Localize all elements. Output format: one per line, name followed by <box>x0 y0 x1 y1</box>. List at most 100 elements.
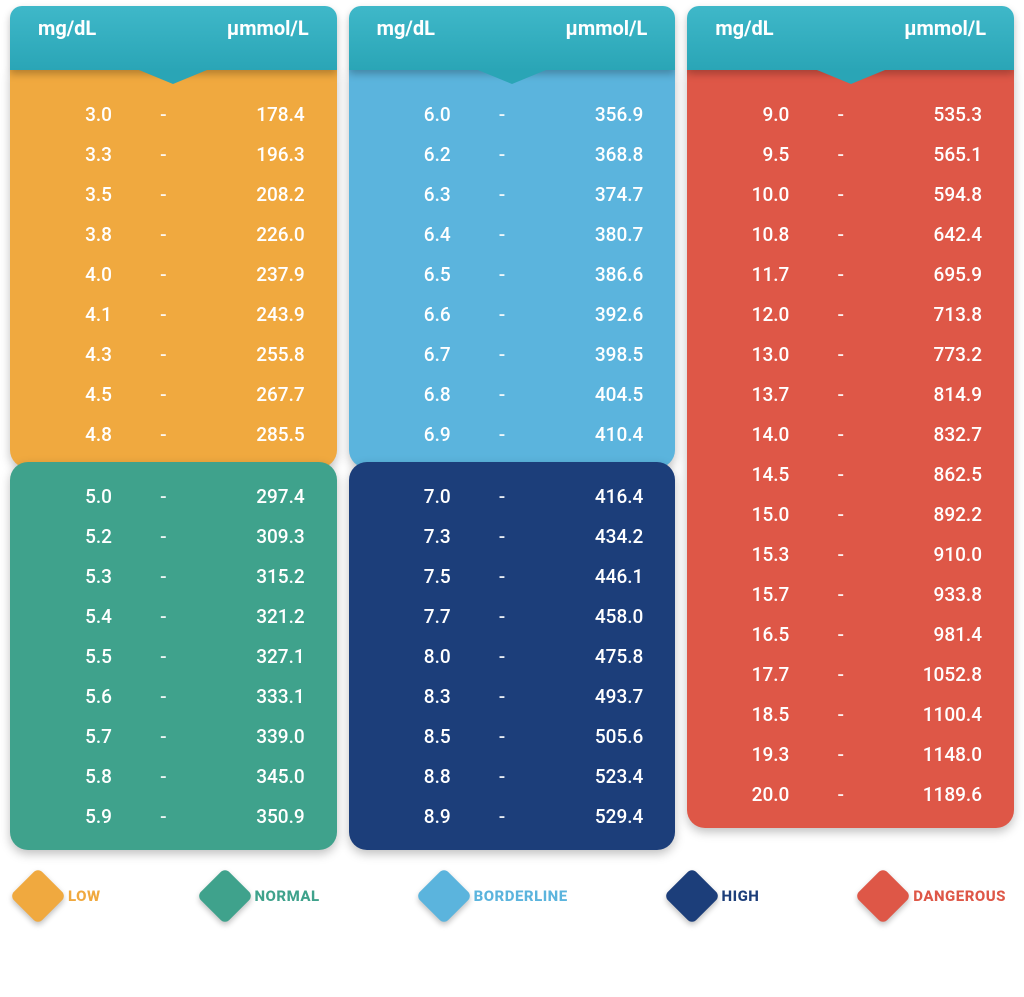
dash: - <box>112 183 215 206</box>
dash: - <box>451 805 554 828</box>
umol-value: 333.1 <box>215 685 305 708</box>
dash: - <box>112 645 215 668</box>
dash: - <box>451 725 554 748</box>
dash: - <box>112 383 215 406</box>
table-row: 5.8-345.0 <box>10 756 337 796</box>
mgdl-value: 3.8 <box>42 223 112 246</box>
table-row: 6.6-392.6 <box>349 294 676 334</box>
umol-value: 315.2 <box>215 565 305 588</box>
umol-value: 814.9 <box>892 383 982 406</box>
dash: - <box>451 263 554 286</box>
table-row: 5.5-327.1 <box>10 636 337 676</box>
dash: - <box>789 543 892 566</box>
legend-label: HIGH <box>722 887 760 905</box>
mgdl-value: 9.5 <box>719 143 789 166</box>
table-row: 5.0-297.4 <box>10 476 337 516</box>
umol-value: 267.7 <box>215 383 305 406</box>
dash: - <box>789 263 892 286</box>
umol-value: 368.8 <box>553 143 643 166</box>
mgdl-value: 10.8 <box>719 223 789 246</box>
mgdl-value: 15.0 <box>719 503 789 526</box>
mgdl-value: 7.5 <box>381 565 451 588</box>
mgdl-value: 12.0 <box>719 303 789 326</box>
dash: - <box>451 565 554 588</box>
mgdl-value: 5.8 <box>42 765 112 788</box>
dash: - <box>789 303 892 326</box>
mgdl-value: 3.5 <box>42 183 112 206</box>
section: 5.0-297.45.2-309.35.3-315.25.4-321.25.5-… <box>10 462 337 850</box>
dash: - <box>789 583 892 606</box>
legend: LOWNORMALBORDERLINEHIGHDANGEROUS <box>10 876 1014 916</box>
umol-value: 255.8 <box>215 343 305 366</box>
mgdl-value: 14.5 <box>719 463 789 486</box>
table-row: 4.8-285.5 <box>10 414 337 454</box>
table-row: 8.5-505.6 <box>349 716 676 756</box>
umol-value: 345.0 <box>215 765 305 788</box>
table-row: 3.5-208.2 <box>10 174 337 214</box>
umol-value: 505.6 <box>553 725 643 748</box>
legend-item-normal: NORMAL <box>205 876 320 916</box>
column-header: mg/dLµmmol/L <box>10 6 337 70</box>
table-row: 14.5-862.5 <box>687 454 1014 494</box>
umol-value: 446.1 <box>553 565 643 588</box>
umol-value: 416.4 <box>553 485 643 508</box>
column-header: mg/dLµmmol/L <box>349 6 676 70</box>
mgdl-value: 7.3 <box>381 525 451 548</box>
table-row: 6.8-404.5 <box>349 374 676 414</box>
umol-value: 386.6 <box>553 263 643 286</box>
dash: - <box>112 143 215 166</box>
mgdl-value: 4.0 <box>42 263 112 286</box>
table-row: 5.4-321.2 <box>10 596 337 636</box>
umol-value: 434.2 <box>553 525 643 548</box>
column-header: mg/dLµmmol/L <box>687 6 1014 70</box>
dash: - <box>451 343 554 366</box>
legend-label: BORDERLINE <box>474 887 568 905</box>
umol-value: 892.2 <box>892 503 982 526</box>
umol-value: 327.1 <box>215 645 305 668</box>
section: 3.0-178.43.3-196.33.5-208.23.8-226.04.0-… <box>10 70 337 468</box>
dash: - <box>112 423 215 446</box>
table-row: 5.6-333.1 <box>10 676 337 716</box>
dash: - <box>789 423 892 446</box>
umol-value: 458.0 <box>553 605 643 628</box>
mgdl-value: 11.7 <box>719 263 789 286</box>
mgdl-value: 5.2 <box>42 525 112 548</box>
umol-value: 832.7 <box>892 423 982 446</box>
dash: - <box>112 223 215 246</box>
table-row: 6.9-410.4 <box>349 414 676 454</box>
mgdl-value: 6.8 <box>381 383 451 406</box>
dash: - <box>451 223 554 246</box>
legend-item-high: HIGH <box>672 876 760 916</box>
dash: - <box>112 303 215 326</box>
mgdl-value: 13.0 <box>719 343 789 366</box>
dash: - <box>451 685 554 708</box>
mgdl-value: 17.7 <box>719 663 789 686</box>
table-row: 6.5-386.6 <box>349 254 676 294</box>
mgdl-value: 4.3 <box>42 343 112 366</box>
dash: - <box>451 485 554 508</box>
umol-value: 237.9 <box>215 263 305 286</box>
section: 6.0-356.96.2-368.86.3-374.76.4-380.76.5-… <box>349 70 676 468</box>
mgdl-value: 6.7 <box>381 343 451 366</box>
mgdl-value: 7.7 <box>381 605 451 628</box>
mgdl-value: 5.6 <box>42 685 112 708</box>
table-row: 6.2-368.8 <box>349 134 676 174</box>
table-row: 15.7-933.8 <box>687 574 1014 614</box>
umol-value: 356.9 <box>553 103 643 126</box>
dash: - <box>112 765 215 788</box>
table-row: 20.0-1189.6 <box>687 774 1014 814</box>
header-left: mg/dL <box>715 16 773 40</box>
dash: - <box>112 343 215 366</box>
mgdl-value: 3.0 <box>42 103 112 126</box>
diamond-icon <box>663 868 720 925</box>
mgdl-value: 15.7 <box>719 583 789 606</box>
table-row: 5.9-350.9 <box>10 796 337 836</box>
table-row: 4.1-243.9 <box>10 294 337 334</box>
mgdl-value: 7.0 <box>381 485 451 508</box>
mgdl-value: 13.7 <box>719 383 789 406</box>
dash: - <box>112 605 215 628</box>
table-row: 10.0-594.8 <box>687 174 1014 214</box>
dash: - <box>451 103 554 126</box>
dash: - <box>112 485 215 508</box>
legend-label: DANGEROUS <box>913 887 1006 905</box>
